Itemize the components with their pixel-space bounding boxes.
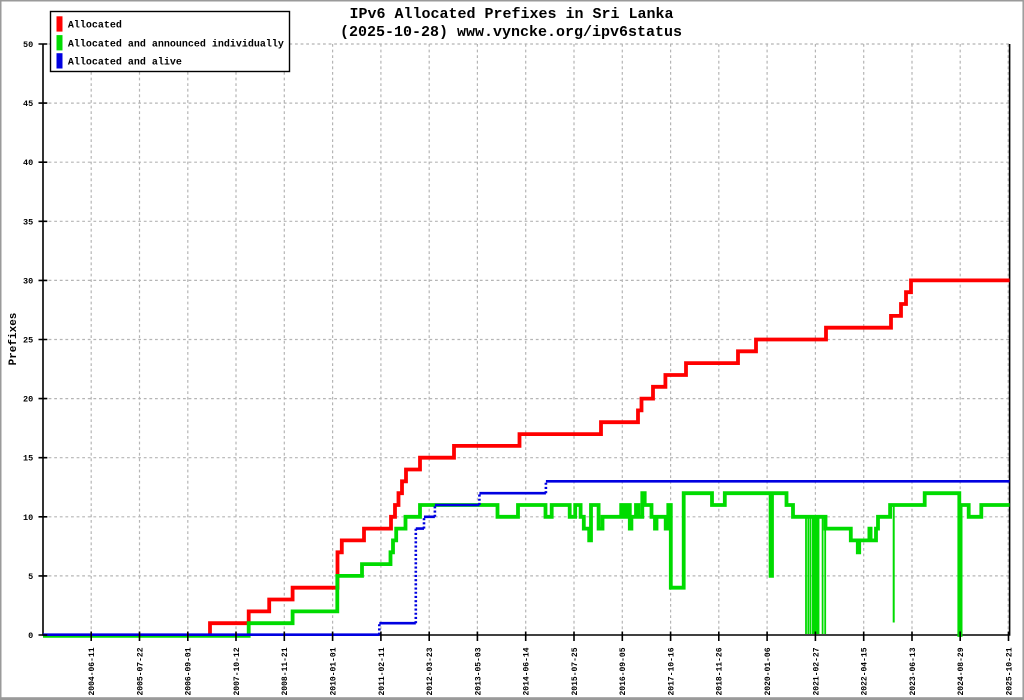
svg-text:50: 50	[23, 40, 33, 50]
svg-text:2013-05-03: 2013-05-03	[474, 647, 483, 695]
svg-text:45: 45	[23, 99, 33, 109]
svg-text:2016-09-05: 2016-09-05	[619, 647, 628, 695]
svg-text:25: 25	[23, 336, 33, 346]
svg-text:2025-10-21: 2025-10-21	[1005, 647, 1014, 695]
svg-text:2017-10-16: 2017-10-16	[668, 647, 677, 695]
svg-text:Allocated and announced indivi: Allocated and announced individually	[68, 38, 284, 50]
svg-text:20: 20	[23, 395, 33, 405]
svg-text:2015-07-25: 2015-07-25	[571, 647, 580, 695]
svg-text:2022-04-15: 2022-04-15	[861, 647, 870, 695]
svg-text:2008-11-21: 2008-11-21	[281, 647, 290, 695]
svg-text:2011-02-11: 2011-02-11	[378, 647, 387, 695]
svg-text:2010-01-01: 2010-01-01	[330, 647, 339, 695]
svg-text:2004-06-11: 2004-06-11	[88, 647, 97, 695]
svg-text:IPv6 Allocated Prefixes in Sri: IPv6 Allocated Prefixes in Sri Lanka	[349, 6, 673, 23]
svg-text:(2025-10-28) www.vyncke.org/ip: (2025-10-28) www.vyncke.org/ipv6status	[340, 24, 682, 41]
svg-text:Allocated and alive: Allocated and alive	[68, 57, 182, 69]
svg-text:2024-08-29: 2024-08-29	[957, 647, 966, 695]
svg-text:2007-10-12: 2007-10-12	[233, 647, 242, 695]
svg-text:30: 30	[23, 276, 33, 286]
svg-text:2020-01-06: 2020-01-06	[764, 647, 773, 695]
svg-text:10: 10	[23, 513, 33, 523]
svg-text:2023-06-13: 2023-06-13	[909, 647, 918, 695]
svg-text:Prefixes: Prefixes	[8, 313, 20, 366]
svg-text:Allocated: Allocated	[68, 20, 122, 32]
svg-text:2018-11-26: 2018-11-26	[716, 647, 725, 695]
svg-text:35: 35	[23, 217, 33, 227]
svg-text:2014-06-14: 2014-06-14	[523, 647, 532, 695]
svg-text:40: 40	[23, 158, 33, 168]
svg-text:2021-02-27: 2021-02-27	[812, 647, 821, 695]
svg-text:2006-09-01: 2006-09-01	[185, 647, 194, 695]
svg-text:2012-03-23: 2012-03-23	[426, 647, 435, 695]
svg-text:2005-07-22: 2005-07-22	[136, 647, 145, 695]
svg-text:0: 0	[28, 631, 33, 641]
svg-text:5: 5	[28, 572, 33, 582]
svg-text:15: 15	[23, 454, 33, 464]
